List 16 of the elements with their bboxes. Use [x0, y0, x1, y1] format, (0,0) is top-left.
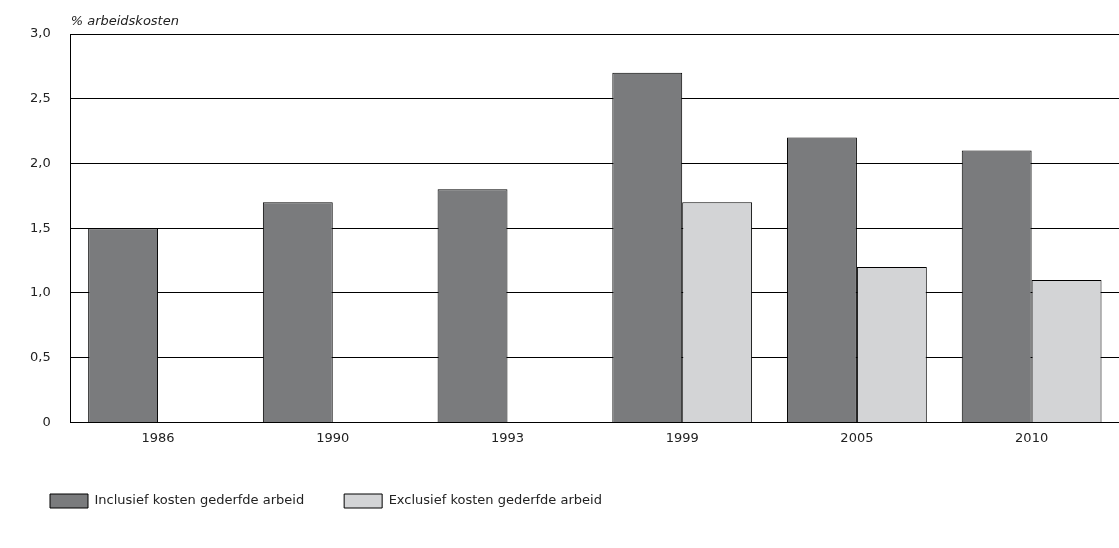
legend-label: Inclusief kosten gederfde arbeid [94, 492, 305, 508]
y-tick-label: 2,0 [29, 154, 51, 170]
legend-label: Exclusief kosten gederfde arbeid [388, 492, 602, 508]
x-tick-label: 2010 [1015, 429, 1049, 445]
x-tick-label: 1993 [490, 429, 525, 445]
y-axis-title: % arbeidskosten [70, 12, 179, 28]
x-tick-label: 1986 [141, 429, 175, 445]
y-tick-label: 0,5 [29, 349, 51, 365]
y-tick-label: 1,5 [29, 219, 51, 235]
y-tick-label: 2,5 [29, 90, 51, 106]
x-tick-label: 2005 [840, 429, 874, 445]
y-tick-label: 1,0 [29, 284, 51, 300]
x-tick-label: 1999 [665, 429, 699, 445]
y-tick-label: 0 [42, 413, 51, 429]
y-tick-label: 3,0 [29, 25, 51, 41]
x-tick-label: 1990 [316, 429, 350, 445]
